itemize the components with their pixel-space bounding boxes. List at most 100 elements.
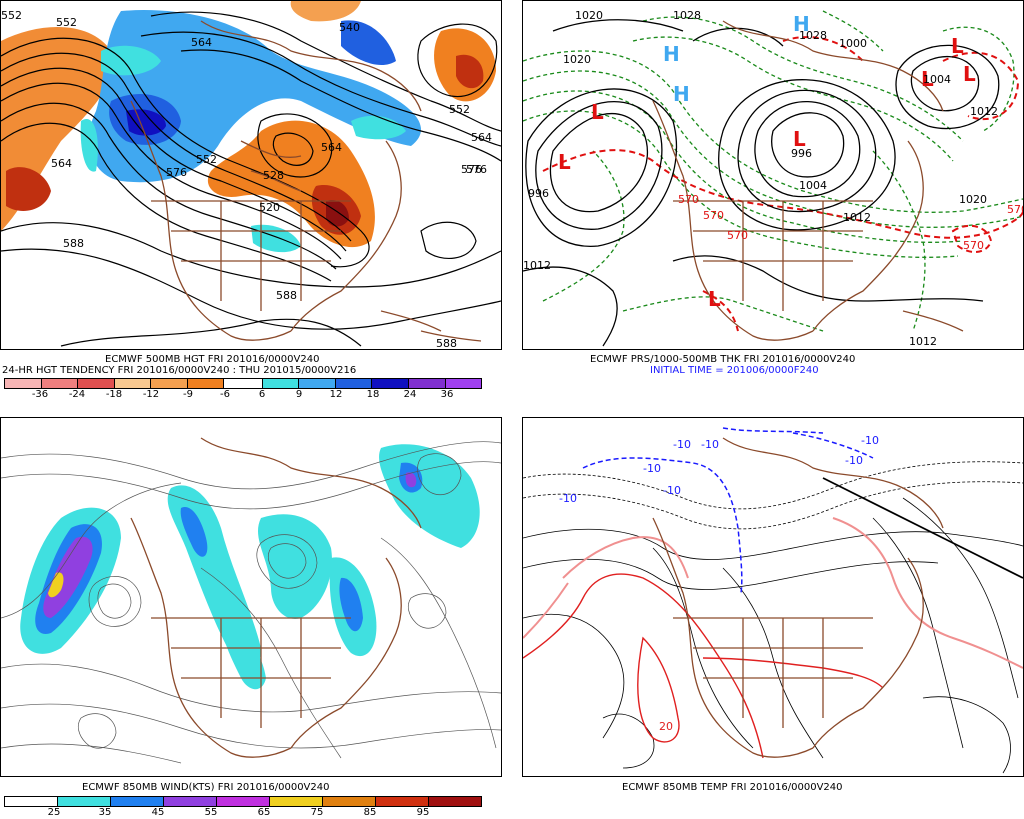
- low-pressure-symbol: L: [951, 34, 964, 58]
- scale-swatch: [58, 797, 111, 806]
- scale-label: 55: [204, 807, 218, 818]
- scale-label: 95: [416, 807, 430, 818]
- scale-swatch: [217, 797, 270, 806]
- high-pressure-symbol: H: [663, 42, 680, 66]
- contour-label: 564: [51, 157, 72, 170]
- scale-swatch: [376, 797, 429, 806]
- isobar-label: 996: [791, 147, 812, 160]
- scale-swatch: [372, 379, 409, 388]
- scale-swatch: [41, 379, 79, 388]
- thickness-label: 570: [1007, 203, 1023, 216]
- scale-swatch: [78, 379, 115, 388]
- map-850mb-temp: -10 -10 -10 -10 -10 -10 -10 20: [522, 417, 1024, 777]
- panel-caption: ECMWF 850MB WIND(KTS) FRI 201016/0000V24…: [82, 782, 330, 793]
- temp-label: -10: [701, 438, 719, 451]
- temp-label: -10: [845, 454, 863, 467]
- isobars: [523, 19, 1000, 347]
- coastlines: [130, 437, 422, 758]
- isobar-label: 1020: [563, 53, 591, 66]
- temperature-contours: [523, 461, 1023, 774]
- isobar-label: 1020: [959, 193, 987, 206]
- temp-label: -10: [861, 434, 879, 447]
- scale-label: 6: [258, 389, 266, 400]
- map-500mb-height: 552 564 540 552 576 528 520 588 588 576 …: [0, 0, 502, 350]
- scale-label: 65: [257, 807, 271, 818]
- panel-caption: ECMWF 850MB TEMP FRI 201016/0000V240: [622, 782, 843, 793]
- scale-swatch: [164, 797, 217, 806]
- panel-caption: ECMWF 500MB HGT FRI 201016/0000V240: [105, 354, 320, 365]
- temp-label: -10: [663, 484, 681, 497]
- contour-label: 552: [449, 103, 470, 116]
- minus-10-contours: [582, 427, 874, 594]
- warm-contours-light: [523, 517, 1023, 669]
- contour-label: 552: [196, 153, 217, 166]
- initial-time-caption: INITIAL TIME = 201006/0000F240: [650, 365, 819, 376]
- thickness-label: 570: [678, 193, 699, 206]
- scale-swatch: [445, 379, 482, 388]
- panel-850mb-wind: ECMWF 850MB WIND(KTS) FRI 201016/0000V24…: [0, 417, 502, 819]
- streamlines: [1, 441, 501, 764]
- map-pressure-thickness: L L L L L L L H H H 1020 1028 1028 1020 …: [522, 0, 1024, 350]
- scale-label: 85: [363, 807, 377, 818]
- scale-label: 75: [310, 807, 324, 818]
- panel-500mb-height: 552 564 540 552 576 528 520 588 588 576 …: [0, 0, 502, 402]
- height-contours: [1, 11, 501, 347]
- wind-color-scale: [4, 796, 482, 807]
- scale-swatch: [187, 379, 225, 388]
- contour-label: 520: [259, 201, 280, 214]
- scale-label: 25: [47, 807, 61, 818]
- low-pressure-symbol: L: [558, 150, 571, 174]
- isobar-label: 1012: [843, 211, 871, 224]
- pressure-centers: L L L L L L L H H H: [558, 12, 976, 311]
- high-pressure-symbol: H: [793, 12, 810, 36]
- scale-swatch: [114, 379, 152, 388]
- contour-label: 564: [471, 131, 492, 144]
- panel-pressure-thickness: L L L L L L L H H H 1020 1028 1028 1020 …: [522, 0, 1024, 402]
- tendency-scale-labels: -36 -24 -18 -12 -9 -6 6 9 12 18 24 36: [4, 389, 480, 401]
- isobar-label: 1028: [673, 9, 701, 22]
- thickness-label: 570: [963, 239, 984, 252]
- scale-swatch: [323, 797, 376, 806]
- tendency-color-scale: [4, 378, 482, 389]
- height-map-svg: [1, 1, 501, 347]
- scale-label: 18: [366, 389, 380, 400]
- contour-label: 564: [191, 36, 212, 49]
- contour-label: 528: [263, 169, 284, 182]
- scale-label: -12: [142, 389, 160, 400]
- isobar-label: 1012: [523, 259, 551, 272]
- scale-label: 24: [403, 389, 417, 400]
- scale-label: -6: [220, 389, 230, 400]
- temp-label: 20: [659, 720, 673, 733]
- high-pressure-symbol: H: [673, 82, 690, 106]
- scale-swatch: [5, 797, 58, 806]
- isobar-label: 1028: [799, 29, 827, 42]
- panel-850mb-temp: -10 -10 -10 -10 -10 -10 -10 20 ECMWF 850…: [522, 417, 1024, 819]
- scale-label: -36: [31, 389, 49, 400]
- scale-label: 45: [151, 807, 165, 818]
- panel-caption: ECMWF PRS/1000-500MB THK FRI 201016/0000…: [590, 354, 856, 365]
- thickness-label: 570: [703, 209, 724, 222]
- wind-scale-labels: 25 35 45 55 65 75 85 95: [4, 807, 480, 819]
- isobar-label: 1004: [923, 73, 951, 86]
- temp-label: -10: [559, 492, 577, 505]
- tendency-shading: [1, 1, 496, 253]
- scale-swatch: [111, 797, 164, 806]
- scale-swatch: [151, 379, 188, 388]
- temp-map-svg: [523, 427, 1023, 774]
- contour-label: 576: [166, 166, 187, 179]
- scale-label: 36: [440, 389, 454, 400]
- contour-label: 552: [56, 16, 77, 29]
- low-pressure-symbol: L: [708, 287, 721, 311]
- scale-swatch: [270, 797, 323, 806]
- isobar-label: 1012: [970, 105, 998, 118]
- panel-caption-tendency: 24-HR HGT TENDENCY FRI 201016/0000V240 :…: [2, 365, 357, 376]
- isobar-label: 1000: [839, 37, 867, 50]
- low-pressure-symbol: L: [793, 127, 806, 151]
- isobar-label: 1004: [799, 179, 827, 192]
- scale-swatch: [262, 379, 300, 388]
- coastlines: [652, 20, 964, 341]
- scale-label: -24: [68, 389, 86, 400]
- scale-swatch: [299, 379, 336, 388]
- scale-swatch: [408, 379, 446, 388]
- contour-label: 564: [321, 141, 342, 154]
